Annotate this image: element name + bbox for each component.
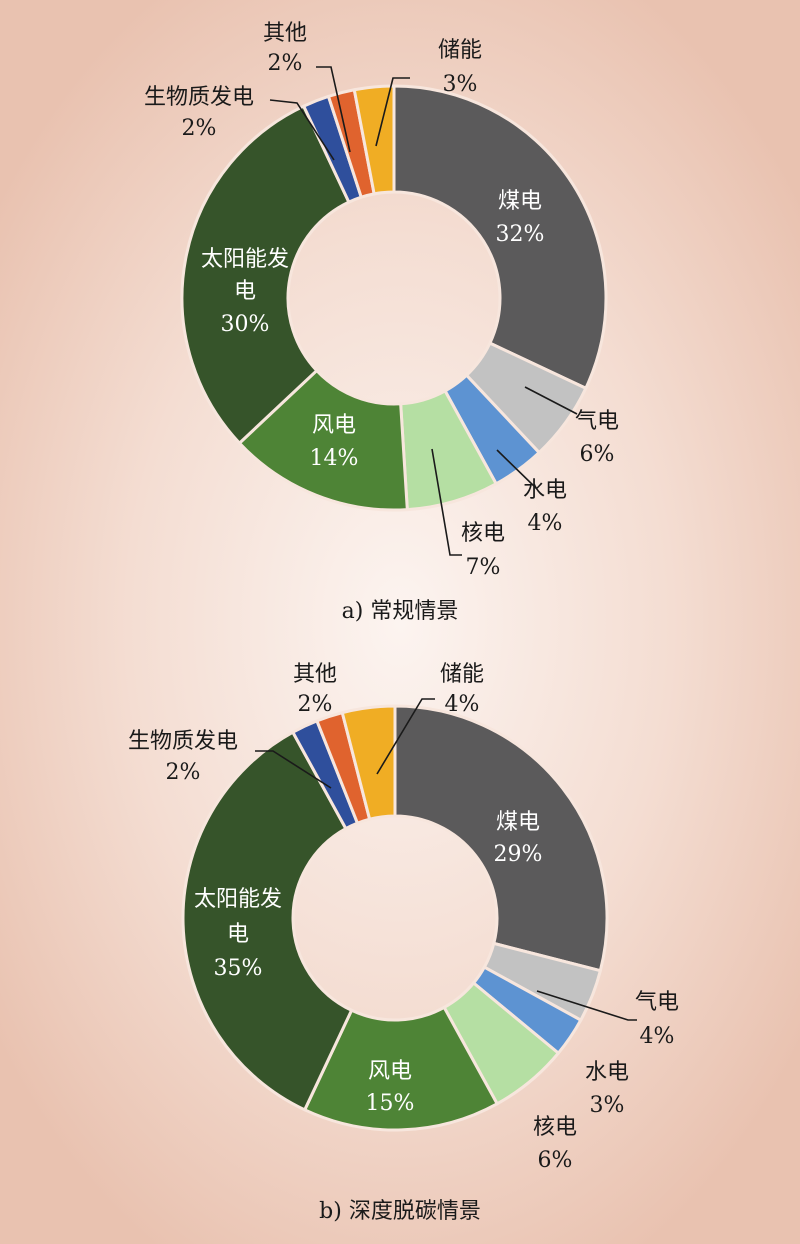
category-label-solar-line1: 太阳能发 [201, 247, 289, 272]
value-label-coal: 29% [494, 842, 543, 867]
category-label-biomass: 生物质发电 [144, 85, 254, 110]
category-label-storage: 储能 [438, 38, 482, 63]
leader-line-biomass [269, 99, 335, 161]
caption-deep-decarbonization-scenario: b) 深度脱碳情景 [319, 1199, 481, 1224]
value-label-biomass: 2% [182, 116, 217, 141]
leader-line-biomass [255, 750, 332, 789]
category-label-solar-line2: 电 [234, 279, 256, 304]
value-label-hydro: 3% [590, 1093, 625, 1118]
category-label-nuclear: 核电 [461, 521, 505, 546]
value-label-gas: 6% [580, 442, 615, 467]
category-label-other: 其他 [293, 662, 337, 687]
value-label-nuclear: 6% [538, 1148, 573, 1173]
leader-line-gas [524, 386, 578, 415]
value-label-solar: 30% [221, 312, 270, 337]
category-label-coal: 煤电 [496, 810, 540, 835]
value-label-solar: 35% [214, 956, 263, 981]
value-label-storage: 4% [445, 692, 480, 717]
category-label-solar-line1: 太阳能发 [194, 887, 282, 912]
leader-line-other [316, 66, 351, 153]
category-label-hydro: 水电 [585, 1060, 629, 1085]
value-label-gas: 4% [640, 1024, 675, 1049]
value-label-storage: 3% [443, 72, 478, 97]
category-label-biomass: 生物质发电 [128, 729, 238, 754]
leader-line-nuclear [431, 448, 462, 556]
value-label-wind: 15% [366, 1091, 415, 1116]
category-label-gas: 气电 [575, 409, 619, 434]
category-label-gas: 气电 [635, 990, 679, 1015]
slice-coal [392, 84, 608, 390]
category-label-coal: 煤电 [498, 189, 542, 214]
category-label-hydro: 水电 [523, 478, 567, 503]
value-label-coal: 32% [496, 222, 545, 247]
category-label-storage: 储能 [440, 662, 484, 687]
slice-wind [303, 1005, 499, 1132]
slice-storage [340, 704, 397, 821]
value-label-biomass: 2% [166, 760, 201, 785]
caption-conventional-scenario: a) 常规情景 [342, 599, 459, 624]
leader-line-storage [376, 698, 435, 775]
value-label-other: 2% [268, 51, 303, 76]
slice-solar [181, 730, 354, 1112]
leader-line-gas [536, 990, 637, 1021]
value-label-hydro: 4% [528, 511, 563, 536]
value-label-other: 2% [298, 692, 333, 717]
category-label-nuclear: 核电 [533, 1115, 577, 1140]
category-label-solar-line2: 电 [227, 922, 249, 947]
leader-line-storage [375, 77, 410, 147]
slice-coal [393, 704, 609, 973]
category-label-wind: 风电 [368, 1059, 412, 1084]
slice-solar [180, 104, 351, 445]
value-label-nuclear: 7% [466, 555, 501, 580]
value-label-wind: 14% [310, 446, 359, 471]
leader-line-hydro [496, 449, 538, 490]
category-label-wind: 风电 [312, 413, 356, 438]
category-label-other: 其他 [263, 21, 307, 46]
